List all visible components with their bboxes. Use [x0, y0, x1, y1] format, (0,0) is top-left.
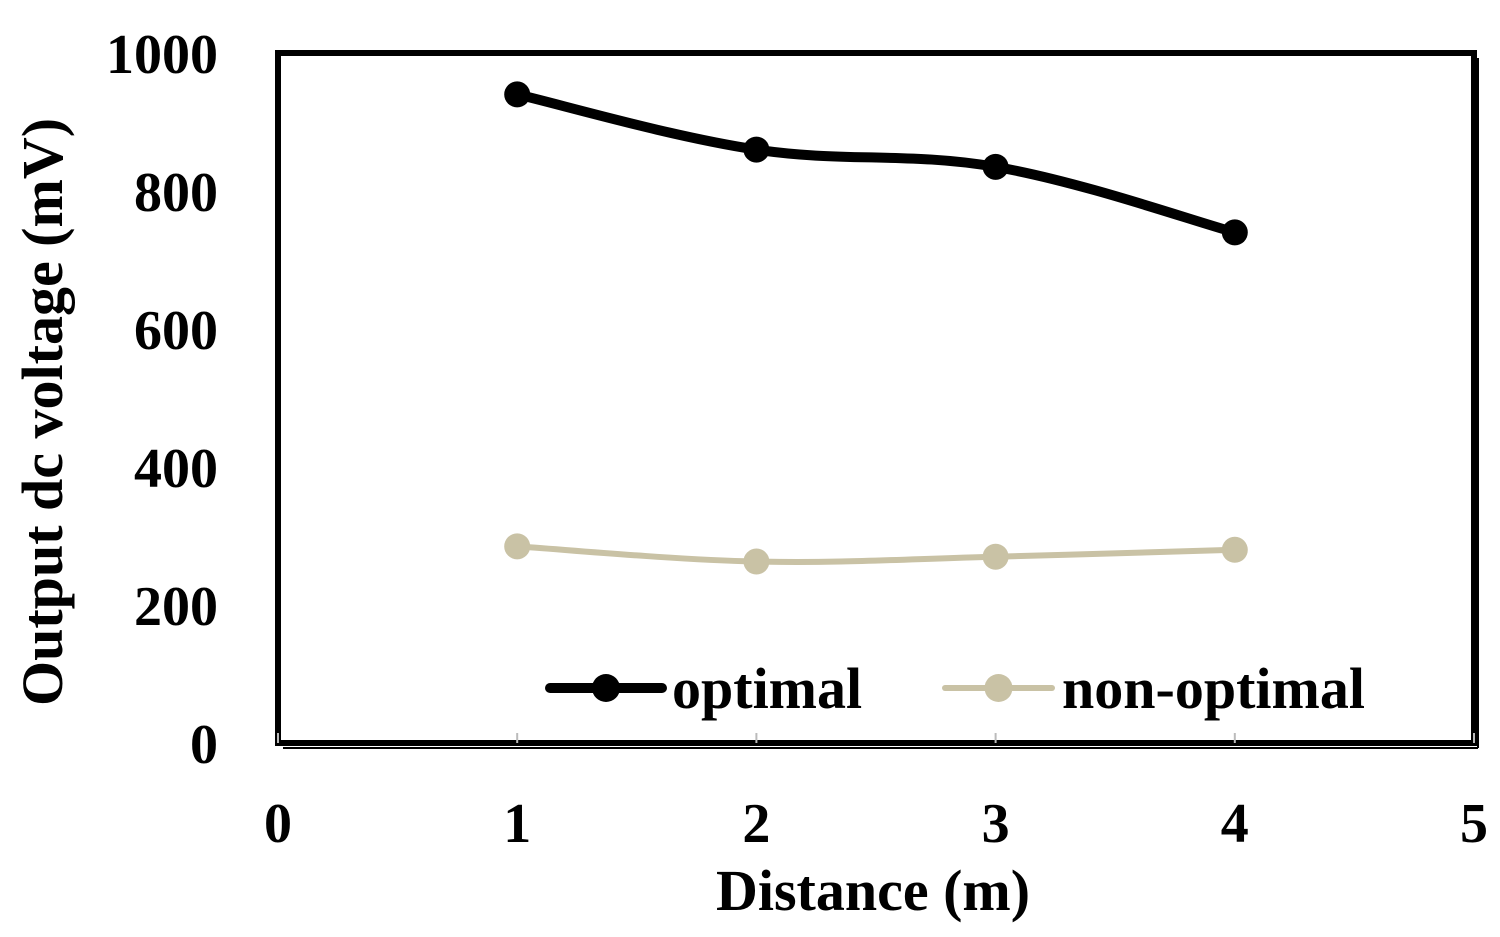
x-axis-ticks [277, 733, 1475, 743]
y-axis-tick-labels: 0 200 400 600 800 1000 [106, 24, 218, 776]
legend-swatch-marker [592, 674, 620, 702]
y-axis-title: Output dc voltage (mV) [10, 118, 75, 706]
x-tick-label: 3 [982, 793, 1010, 855]
series-non-optimal [504, 533, 1248, 575]
y-tick-label: 200 [134, 576, 218, 638]
series-optimal [504, 81, 1248, 246]
y-tick-label: 1000 [106, 24, 218, 86]
legend-item: optimal [545, 656, 862, 721]
series-line [514, 543, 1238, 565]
data-point [504, 81, 531, 108]
data-point [743, 548, 770, 575]
data-point [504, 533, 531, 560]
data-point [982, 153, 1009, 180]
x-tick-label: 1 [503, 793, 531, 855]
legend-item: non-optimal [942, 656, 1365, 721]
series-line [512, 89, 1240, 238]
plot-frame [275, 50, 1477, 746]
data-point [1221, 219, 1248, 246]
x-tick-label: 5 [1460, 793, 1488, 855]
legend-swatch-marker [984, 674, 1013, 702]
y-tick-label: 0 [190, 714, 218, 776]
x-tick-label: 4 [1221, 793, 1249, 855]
data-point [982, 543, 1009, 570]
data-point [1221, 536, 1248, 563]
x-tick-label: 0 [264, 793, 292, 855]
x-axis-title: Distance (m) [716, 858, 1030, 923]
data-point [743, 136, 770, 163]
x-axis-tick-labels: 0 1 2 3 4 5 [264, 793, 1488, 855]
y-tick-label: 400 [134, 438, 218, 500]
legend-label: non-optimal [1062, 656, 1365, 721]
y-tick-label: 600 [134, 300, 218, 362]
x-tick-label: 2 [742, 793, 770, 855]
legend: optimal non-optimal [545, 656, 1365, 721]
series-layer [504, 81, 1248, 575]
legend-label: optimal [672, 656, 862, 721]
y-tick-label: 800 [134, 162, 218, 224]
